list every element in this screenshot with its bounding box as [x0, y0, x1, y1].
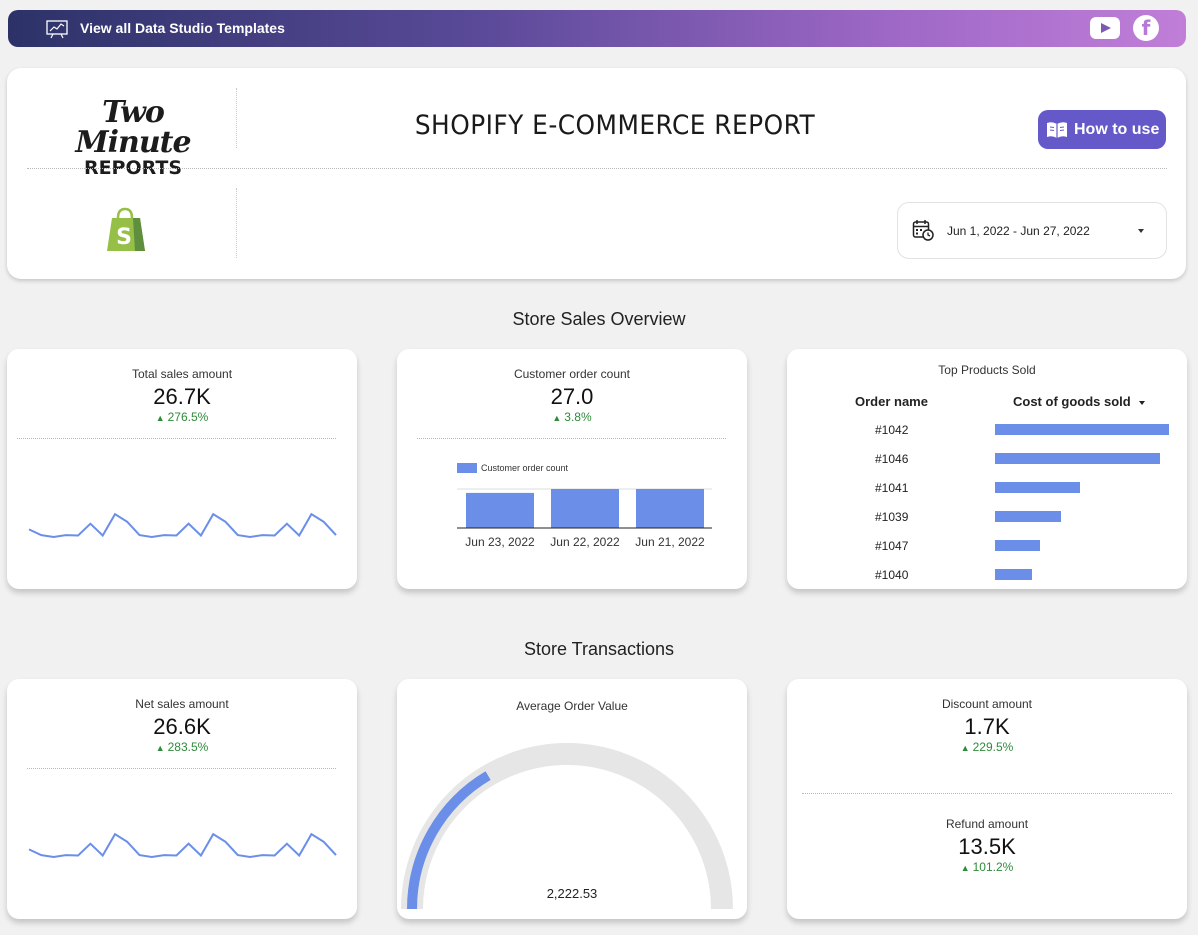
- top-products-table: Top Products Sold Order name Cost of goo…: [787, 349, 1187, 589]
- divider: [236, 88, 237, 148]
- kpi-delta: ▲ 276.5%: [7, 410, 357, 424]
- table-row-cost-bar: [995, 453, 1161, 464]
- report-header: Two Minute REPORTS SHOPIFY E-COMMERCE RE…: [7, 68, 1186, 279]
- calendar-icon: [912, 220, 934, 241]
- order-count-scorecard: Customer order count 27.0 ▲ 3.8% Customer…: [397, 349, 747, 589]
- divider: [17, 438, 336, 439]
- kpi-label: Net sales amount: [135, 697, 229, 711]
- sparkline-series: [28, 512, 337, 539]
- view-templates-link[interactable]: View all Data Studio Templates: [80, 20, 285, 36]
- kpi-value: 26.6K: [153, 714, 211, 739]
- table-row-cost-bar: [995, 424, 1169, 435]
- youtube-icon[interactable]: [1090, 17, 1120, 39]
- net-sales-scorecard: Net sales amount 26.6K ▲ 283.5%: [7, 679, 357, 919]
- kpi-delta-value: 276.5%: [167, 410, 209, 424]
- column-header-order-name[interactable]: Order name: [855, 394, 928, 409]
- table-row-cost-bar: [995, 569, 1032, 580]
- kpi-delta-value: 101.2%: [972, 860, 1014, 874]
- facebook-icon[interactable]: f: [1133, 15, 1159, 41]
- arrow-up-icon: ▲: [155, 743, 165, 753]
- table-title: Top Products Sold: [938, 363, 1036, 377]
- kpi-label: Total sales amount: [131, 367, 233, 381]
- divider: [27, 168, 1167, 169]
- kpi-delta-value: 283.5%: [167, 740, 209, 754]
- dropdown-arrow-icon: [1138, 229, 1144, 233]
- report-title: SHOPIFY E-COMMERCE REPORT: [414, 110, 816, 141]
- legend-label: Customer order count: [481, 463, 569, 473]
- kpi-value: 26.7K: [153, 384, 211, 409]
- divider: [27, 768, 336, 769]
- section-title-sales-overview: Store Sales Overview: [512, 309, 686, 329]
- divider: [802, 793, 1172, 794]
- gauge-fill: [407, 771, 491, 910]
- kpi-delta-value: 229.5%: [972, 740, 1014, 754]
- sort-desc-icon: [1138, 400, 1145, 405]
- arrow-up-icon: ▲: [960, 863, 970, 873]
- table-row-order-name: #1040: [875, 568, 909, 582]
- presentation-chart-icon: [46, 20, 68, 39]
- kpi-label: Refund amount: [945, 817, 1029, 831]
- gauge-chart: [401, 743, 733, 910]
- sparkline-series: [28, 832, 337, 859]
- how-to-use-label: How to use: [1074, 120, 1160, 138]
- kpi-delta: ▲ 283.5%: [7, 740, 357, 754]
- discount-refund-scorecard: Discount amount 1.7K ▲ 229.5% Refund amou…: [787, 679, 1187, 919]
- avg-order-value-gauge: Average Order Value 2,222.53: [397, 679, 747, 919]
- x-tick-label: Jun 23, 2022: [465, 535, 535, 549]
- shopify-logo-icon: S: [107, 207, 145, 251]
- total-sales-sparkline: [28, 512, 337, 539]
- net-sales-sparkline: [28, 832, 337, 859]
- svg-text:S: S: [116, 225, 132, 250]
- divider: [236, 188, 237, 258]
- bar[interactable]: [466, 492, 534, 528]
- kpi-value: 13.5K: [958, 834, 1016, 859]
- bar[interactable]: [551, 489, 619, 528]
- table-row-cost-bar: [995, 511, 1062, 522]
- table-row-cost-bar: [995, 540, 1041, 551]
- table-row-order-name: #1047: [875, 539, 909, 553]
- two-minute-reports-logo: Two Minute REPORTS: [47, 95, 219, 179]
- gauge-title: Average Order Value: [516, 699, 628, 713]
- arrow-up-icon: ▲: [960, 743, 970, 753]
- kpi-label: Discount amount: [941, 697, 1033, 711]
- section-title-transactions: Store Transactions: [523, 639, 675, 659]
- kpi-label: Customer order count: [513, 367, 631, 381]
- kpi-value: 1.7K: [964, 714, 1010, 739]
- kpi-delta: ▲ 3.8%: [397, 410, 747, 424]
- kpi-value: 27.0: [550, 384, 594, 409]
- arrow-up-icon: ▲: [552, 413, 562, 423]
- book-icon: [1047, 121, 1067, 138]
- table-row-order-name: #1041: [875, 481, 909, 495]
- x-tick-label: Jun 22, 2022: [550, 535, 620, 549]
- divider: [417, 438, 726, 439]
- date-range-text: Jun 1, 2022 - Jun 27, 2022: [947, 224, 1090, 238]
- x-tick-label: Jun 21, 2022: [635, 535, 705, 549]
- top-banner: View all Data Studio Templates f: [8, 10, 1186, 47]
- logo-line1: Two Minute: [75, 95, 191, 160]
- gauge-value: 2,222.53: [546, 886, 598, 901]
- legend-swatch: [457, 463, 477, 473]
- total-sales-scorecard: Total sales amount 26.7K ▲ 276.5%: [7, 349, 357, 589]
- kpi-delta-value: 3.8%: [564, 410, 592, 424]
- arrow-up-icon: ▲: [155, 413, 165, 423]
- table-row-order-name: #1042: [875, 423, 909, 437]
- kpi-delta: ▲ 101.2%: [787, 860, 1187, 874]
- column-header-cost[interactable]: Cost of goods sold: [1013, 394, 1145, 409]
- date-range-picker[interactable]: Jun 1, 2022 - Jun 27, 2022: [897, 202, 1167, 259]
- table-row-order-name: #1039: [875, 510, 909, 524]
- order-count-bar-chart: Jun 23, 2022 Jun 22, 2022 Jun 21, 2022: [457, 488, 712, 549]
- how-to-use-button[interactable]: How to use: [1038, 110, 1166, 149]
- bar[interactable]: [636, 489, 704, 528]
- table-row-order-name: #1046: [875, 452, 909, 466]
- kpi-delta: ▲ 229.5%: [787, 740, 1187, 754]
- column-header-cost-label: Cost of goods sold: [1013, 394, 1131, 409]
- table-row-cost-bar: [995, 482, 1081, 493]
